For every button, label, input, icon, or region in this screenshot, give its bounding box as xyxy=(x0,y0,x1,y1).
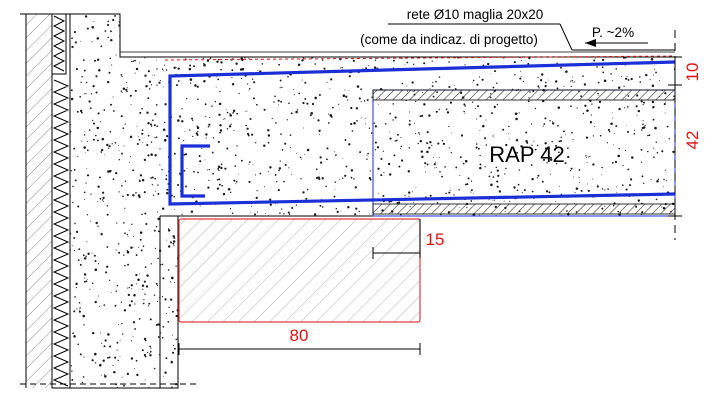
note-mesh-line1: rete Ø10 maglia 20x20 xyxy=(407,7,544,22)
dim-label-slab: 42 xyxy=(683,131,702,150)
bearing-beam xyxy=(178,218,421,323)
dimension-lines xyxy=(20,13,682,385)
dim-label-width: 80 xyxy=(290,326,309,345)
dim-label-bearing: 15 xyxy=(426,230,445,249)
slope-arrow xyxy=(585,39,648,47)
rebar-hook xyxy=(180,144,210,198)
dim-label-top: 10 xyxy=(683,63,702,82)
rebar-cage xyxy=(168,60,676,206)
wall-outer-hatch xyxy=(26,14,52,388)
rebar-main xyxy=(168,60,676,206)
mesh-red-line xyxy=(164,55,676,61)
insulation-layer xyxy=(51,13,71,389)
slab-type-label: RAP 42 xyxy=(489,142,564,167)
slab-bottom-hatch xyxy=(372,203,676,215)
slab-top-hatch xyxy=(372,89,676,101)
note-mesh-line2: (come da indicaz. di progetto) xyxy=(360,32,538,47)
slope-label: P. ~2% xyxy=(592,25,634,40)
